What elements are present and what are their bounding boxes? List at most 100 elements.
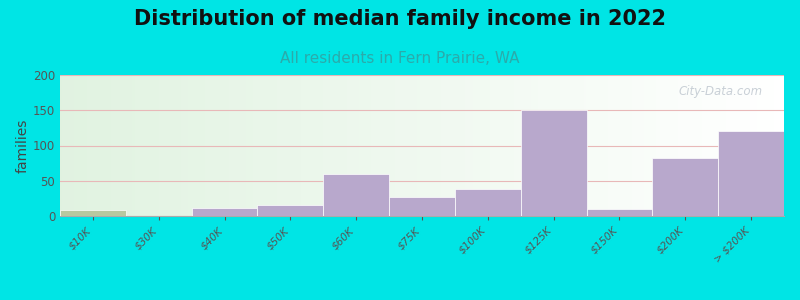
- Bar: [526, 75, 528, 216]
- Bar: [292, 75, 294, 216]
- Bar: [145, 75, 147, 216]
- Bar: [722, 75, 724, 216]
- Bar: [538, 75, 540, 216]
- Bar: [454, 75, 456, 216]
- Bar: [649, 75, 651, 216]
- Bar: [564, 75, 567, 216]
- Bar: [174, 75, 176, 216]
- Bar: [427, 75, 430, 216]
- Bar: [685, 75, 687, 216]
- Bar: [138, 75, 140, 216]
- Bar: [390, 75, 393, 216]
- Bar: [697, 75, 699, 216]
- Bar: [718, 131, 784, 216]
- Bar: [89, 75, 91, 216]
- Bar: [704, 75, 706, 216]
- Bar: [562, 75, 564, 216]
- Bar: [258, 206, 323, 216]
- Bar: [750, 75, 753, 216]
- Bar: [214, 75, 217, 216]
- Bar: [101, 75, 103, 216]
- Bar: [152, 75, 154, 216]
- Bar: [352, 75, 354, 216]
- Bar: [169, 75, 171, 216]
- Bar: [350, 75, 352, 216]
- Bar: [410, 75, 412, 216]
- Bar: [108, 75, 110, 216]
- Bar: [731, 75, 734, 216]
- Bar: [755, 75, 758, 216]
- Bar: [706, 75, 709, 216]
- Bar: [656, 75, 658, 216]
- Bar: [753, 75, 755, 216]
- Bar: [442, 75, 444, 216]
- Bar: [545, 75, 547, 216]
- Bar: [302, 75, 304, 216]
- Bar: [386, 75, 388, 216]
- Bar: [673, 75, 675, 216]
- Bar: [162, 75, 164, 216]
- Bar: [694, 75, 697, 216]
- Bar: [321, 75, 323, 216]
- Bar: [654, 75, 656, 216]
- Bar: [181, 75, 183, 216]
- Bar: [511, 75, 514, 216]
- Bar: [70, 75, 72, 216]
- Bar: [554, 75, 557, 216]
- Bar: [652, 158, 718, 216]
- Bar: [77, 75, 79, 216]
- Bar: [274, 75, 277, 216]
- Bar: [661, 75, 663, 216]
- Bar: [306, 75, 309, 216]
- Bar: [122, 75, 125, 216]
- Bar: [222, 75, 224, 216]
- Bar: [456, 75, 458, 216]
- Bar: [475, 75, 478, 216]
- Bar: [516, 75, 518, 216]
- Bar: [311, 75, 314, 216]
- Bar: [712, 75, 714, 216]
- Bar: [430, 75, 432, 216]
- Bar: [765, 75, 767, 216]
- Bar: [188, 75, 190, 216]
- Bar: [362, 75, 364, 216]
- Bar: [630, 75, 632, 216]
- Bar: [412, 75, 414, 216]
- Bar: [338, 75, 340, 216]
- Bar: [620, 75, 622, 216]
- Bar: [646, 75, 649, 216]
- Bar: [91, 75, 94, 216]
- Bar: [680, 75, 682, 216]
- Bar: [760, 75, 762, 216]
- Bar: [154, 75, 157, 216]
- Bar: [142, 75, 145, 216]
- Bar: [449, 75, 451, 216]
- Bar: [193, 75, 195, 216]
- Bar: [178, 75, 181, 216]
- Bar: [323, 75, 326, 216]
- Bar: [743, 75, 746, 216]
- Bar: [364, 75, 366, 216]
- Bar: [316, 75, 318, 216]
- Bar: [72, 75, 74, 216]
- Bar: [455, 189, 521, 216]
- Bar: [183, 75, 186, 216]
- Bar: [598, 75, 601, 216]
- Bar: [518, 75, 521, 216]
- Bar: [285, 75, 287, 216]
- Bar: [690, 75, 692, 216]
- Bar: [767, 75, 770, 216]
- Bar: [414, 75, 417, 216]
- Bar: [79, 75, 82, 216]
- Bar: [687, 75, 690, 216]
- Bar: [407, 75, 410, 216]
- Bar: [159, 75, 162, 216]
- Bar: [770, 75, 772, 216]
- Bar: [774, 75, 777, 216]
- Bar: [487, 75, 490, 216]
- Bar: [369, 75, 371, 216]
- Bar: [729, 75, 731, 216]
- Bar: [506, 75, 509, 216]
- Bar: [419, 75, 422, 216]
- Bar: [326, 75, 328, 216]
